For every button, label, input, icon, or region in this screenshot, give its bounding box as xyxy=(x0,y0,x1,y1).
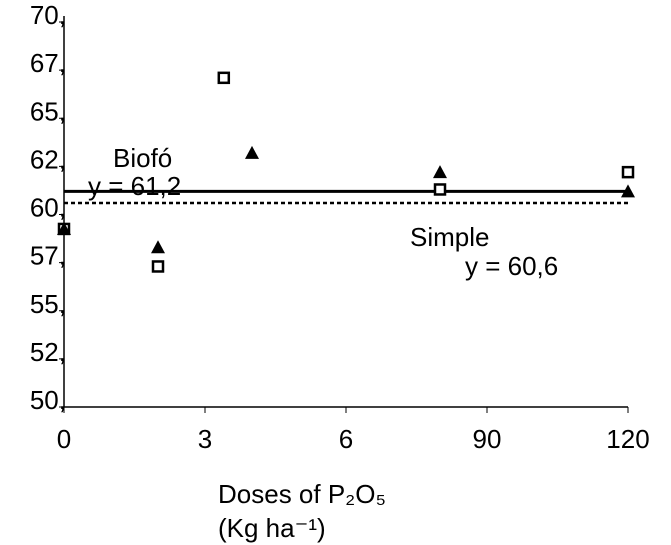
triangle-point xyxy=(151,240,165,254)
x-tick-label: 120 xyxy=(606,424,649,454)
square-point xyxy=(433,183,447,196)
y-tick-label: 55, xyxy=(30,289,66,319)
y-tick-label: 70, xyxy=(30,0,66,30)
x-tick-label: 6 xyxy=(339,424,353,454)
square-point xyxy=(217,71,231,85)
x-tick-label: 0 xyxy=(57,424,71,454)
y-tick-label: 62, xyxy=(30,144,66,174)
fit-label: Simple xyxy=(410,222,489,252)
y-tick-label: 65, xyxy=(30,96,66,126)
y-tick-label: 50, xyxy=(30,385,66,415)
fit-equation: y = 60,6 xyxy=(465,251,558,281)
y-tick-label: 52, xyxy=(30,337,66,367)
fit-label: Biofó xyxy=(113,143,172,173)
x-tick-label: 3 xyxy=(198,424,212,454)
y-tick-label: 60, xyxy=(30,193,66,223)
triangle-point xyxy=(621,184,635,198)
triangle-point xyxy=(245,145,259,159)
y-tick-label: 57, xyxy=(30,241,66,271)
square-point xyxy=(151,260,165,273)
x-axis-label: Doses of P₂O₅ xyxy=(218,479,386,509)
x-tick-label: 90 xyxy=(473,424,502,454)
triangle-point xyxy=(57,221,71,235)
square-point xyxy=(621,165,635,179)
triangle-point xyxy=(433,165,447,179)
fit-equation: y = 61,2 xyxy=(88,171,181,201)
x-axis-label: (Kg ha⁻¹) xyxy=(218,513,326,543)
y-tick-label: 67, xyxy=(30,48,66,78)
